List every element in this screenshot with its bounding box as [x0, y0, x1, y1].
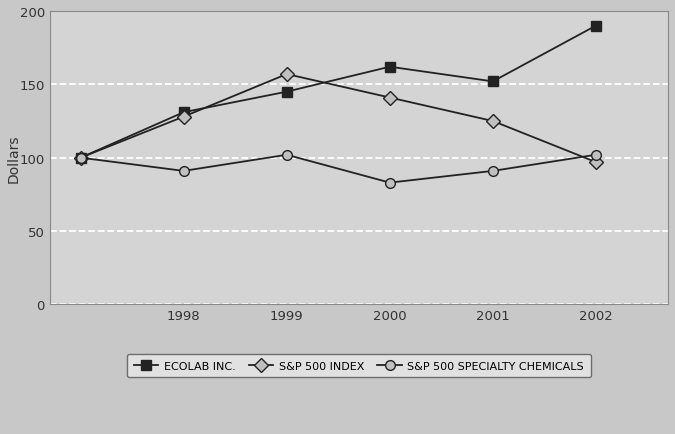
S&P 500 INDEX	[592, 160, 600, 165]
S&P 500 SPECIALTY CHEMICALS	[283, 153, 291, 158]
Y-axis label: Dollars: Dollars	[7, 134, 21, 183]
S&P 500 INDEX	[180, 115, 188, 120]
Legend: ECOLAB INC., S&P 500 INDEX, S&P 500 SPECIALTY CHEMICALS: ECOLAB INC., S&P 500 INDEX, S&P 500 SPEC…	[127, 354, 591, 378]
S&P 500 SPECIALTY CHEMICALS	[385, 181, 394, 186]
Line: ECOLAB INC.: ECOLAB INC.	[76, 22, 601, 163]
ECOLAB INC.	[385, 65, 394, 70]
ECOLAB INC.	[592, 24, 600, 29]
Line: S&P 500 SPECIALTY CHEMICALS: S&P 500 SPECIALTY CHEMICALS	[76, 151, 601, 188]
S&P 500 SPECIALTY CHEMICALS	[180, 169, 188, 174]
S&P 500 SPECIALTY CHEMICALS	[592, 153, 600, 158]
S&P 500 INDEX	[385, 95, 394, 101]
ECOLAB INC.	[489, 79, 497, 85]
ECOLAB INC.	[180, 110, 188, 115]
Line: S&P 500 INDEX: S&P 500 INDEX	[76, 70, 601, 168]
ECOLAB INC.	[76, 156, 84, 161]
S&P 500 SPECIALTY CHEMICALS	[76, 156, 84, 161]
S&P 500 INDEX	[283, 72, 291, 78]
S&P 500 INDEX	[489, 119, 497, 124]
S&P 500 INDEX	[76, 156, 84, 161]
ECOLAB INC.	[283, 90, 291, 95]
S&P 500 SPECIALTY CHEMICALS	[489, 169, 497, 174]
